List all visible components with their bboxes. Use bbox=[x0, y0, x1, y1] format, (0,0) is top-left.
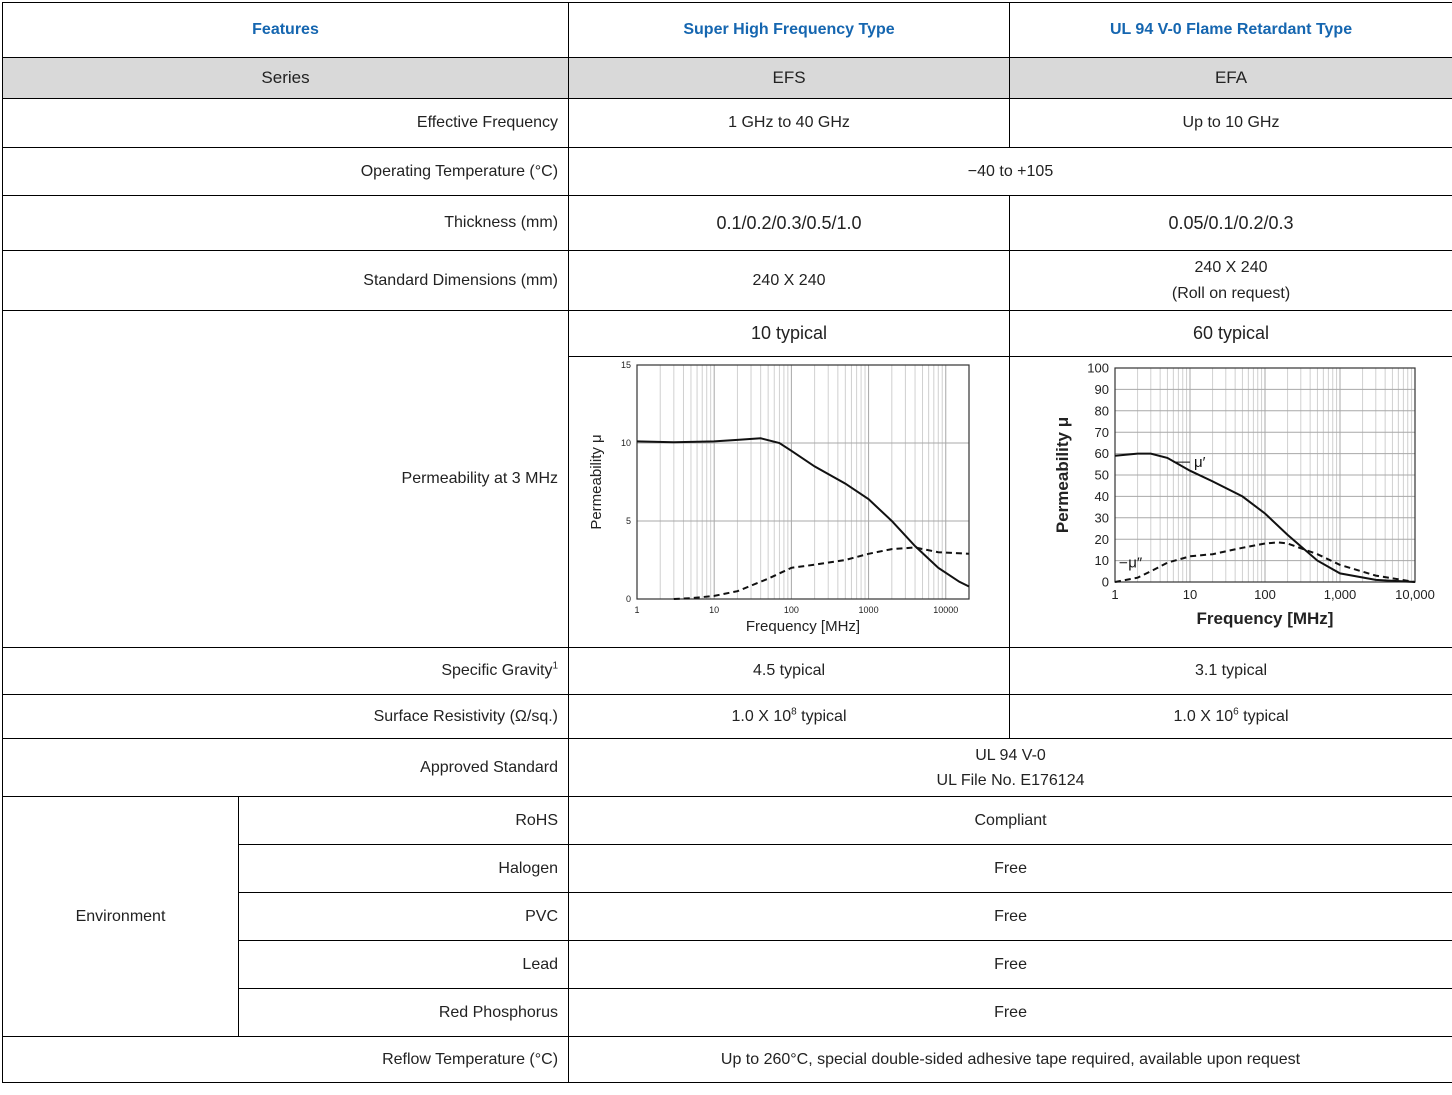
resistivity-efa-exp: 6 bbox=[1233, 706, 1239, 718]
row-frequency-efa: Up to 10 GHz bbox=[1009, 98, 1452, 148]
environment-label: Environment bbox=[2, 796, 239, 1037]
y-tick-label: 60 bbox=[1095, 446, 1109, 461]
header-features: Features bbox=[1, 2, 570, 58]
x-tick-label: 100 bbox=[784, 605, 799, 615]
x-tick-label: 10,000 bbox=[1395, 587, 1435, 602]
x-tick-label: 10 bbox=[709, 605, 719, 615]
y-tick-label: 15 bbox=[621, 360, 631, 370]
x-tick-label: 10 bbox=[1183, 587, 1197, 602]
standard-line2: UL File No. E176124 bbox=[936, 771, 1085, 789]
y-tick-label: 80 bbox=[1095, 403, 1109, 418]
series-efa: EFA bbox=[1009, 57, 1452, 99]
series-label-mu-prime: μ′ bbox=[1194, 454, 1206, 471]
y-tick-label: 5 bbox=[626, 516, 631, 526]
env-item-value: Free bbox=[568, 844, 1452, 893]
row-standard-value: UL 94 V-0 UL File No. E176124 bbox=[568, 738, 1452, 797]
header-efa-type: UL 94 V-0 Flame Retardant Type bbox=[1009, 2, 1452, 58]
env-item-value: Free bbox=[568, 892, 1452, 941]
x-tick-label: 1000 bbox=[859, 605, 879, 615]
resistivity-efa-base: 1.0 X 10 bbox=[1173, 707, 1234, 725]
resistivity-efs-base: 1.0 X 10 bbox=[731, 707, 792, 725]
row-reflow-value: Up to 260°C, special double-sided adhesi… bbox=[568, 1036, 1452, 1083]
header-efs-type: Super High Frequency Type bbox=[568, 2, 1011, 58]
efs-permeability-chart: 1 10 100 1000 10000 0 5 10 15 Frequency [MHz] Perm… bbox=[588, 360, 970, 635]
y-tick-label: 30 bbox=[1095, 510, 1109, 525]
row-dimensions-efa: 240 X 240 (Roll on request) bbox=[1009, 250, 1452, 311]
x-tick-label: 1,000 bbox=[1324, 587, 1357, 602]
env-item-label: RoHS bbox=[237, 796, 570, 845]
row-permeability-efs: 10 typical bbox=[568, 310, 1011, 357]
resistivity-efa-suffix: typical bbox=[1238, 707, 1289, 725]
series-line-0 bbox=[1114, 452, 1416, 583]
row-permeability-label: Permeability at 3 MHz bbox=[1, 310, 570, 648]
efa-chart-cell: 1 10 100 1,000 10,000 0 10 20 30 40 50 60 70 80 90 100 F… bbox=[1009, 356, 1452, 648]
y-axis-label: Permeability μ bbox=[1053, 417, 1072, 533]
resistivity-efs-exp: 8 bbox=[791, 706, 797, 718]
row-dimensions-efs: 240 X 240 bbox=[568, 250, 1011, 311]
x-tick-label: 100 bbox=[1254, 587, 1276, 602]
dimensions-efa-line2: (Roll on request) bbox=[1171, 284, 1291, 302]
x-tick-label: 1 bbox=[635, 605, 640, 615]
y-tick-label: 0 bbox=[1102, 575, 1109, 590]
standard-line1: UL 94 V-0 bbox=[975, 746, 1046, 764]
resistivity-efs-suffix: typical bbox=[796, 707, 847, 725]
y-tick-label: 90 bbox=[1095, 382, 1109, 397]
env-item-value: Free bbox=[568, 988, 1452, 1037]
row-thickness-label: Thickness (mm) bbox=[1, 195, 570, 251]
row-gravity-label: Specific Gravity1 bbox=[1, 647, 570, 695]
gravity-label-text: Specific Gravity bbox=[441, 662, 553, 679]
env-item-value: Compliant bbox=[568, 796, 1452, 845]
y-tick-label: 40 bbox=[1095, 489, 1109, 504]
efs-chart-cell: 1 10 100 1000 10000 0 5 10 15 Frequency [MHz] Perm… bbox=[568, 356, 1011, 648]
series-line-1 bbox=[673, 546, 970, 600]
y-tick-label: 50 bbox=[1095, 468, 1109, 483]
row-resistivity-label: Surface Resistivity (Ω/sq.) bbox=[1, 694, 570, 739]
x-axis-label: Frequency [MHz] bbox=[1197, 609, 1334, 628]
series-efs: EFS bbox=[568, 57, 1011, 99]
y-tick-label: 10 bbox=[1095, 553, 1109, 568]
row-permeability-efa: 60 typical bbox=[1009, 310, 1452, 357]
y-tick-label: 10 bbox=[621, 438, 631, 448]
row-resistivity-efs: 1.0 X 108 typical bbox=[568, 694, 1011, 739]
row-gravity-efs: 4.5 typical bbox=[568, 647, 1011, 695]
series-label-mu-double-prime: μ″ bbox=[1128, 555, 1143, 572]
env-item-value: Free bbox=[568, 940, 1452, 989]
row-gravity-efa: 3.1 typical bbox=[1009, 647, 1452, 695]
row-frequency-label: Effective Frequency bbox=[1, 98, 570, 148]
gravity-footnote: 1 bbox=[552, 660, 559, 672]
row-thickness-efs: 0.1/0.2/0.3/0.5/1.0 bbox=[568, 195, 1011, 251]
row-thickness-efa: 0.05/0.1/0.2/0.3 bbox=[1009, 195, 1452, 251]
x-tick-label: 1 bbox=[1111, 587, 1118, 602]
env-item-label: PVC bbox=[237, 892, 570, 941]
env-item-label: Red Phosphorus bbox=[237, 988, 570, 1037]
y-tick-label: 20 bbox=[1095, 532, 1109, 547]
row-resistivity-efa: 1.0 X 106 typical bbox=[1009, 694, 1452, 739]
row-frequency-efs: 1 GHz to 40 GHz bbox=[568, 98, 1011, 148]
plot-frame bbox=[1114, 367, 1416, 583]
x-tick-label: 10000 bbox=[933, 605, 958, 615]
series-label: Series bbox=[1, 57, 570, 99]
series-line-0 bbox=[636, 437, 970, 588]
env-item-label: Lead bbox=[237, 940, 570, 989]
row-standard-label: Approved Standard bbox=[1, 738, 570, 797]
row-temperature-value: −40 to +105 bbox=[568, 147, 1452, 196]
row-dimensions-label: Standard Dimensions (mm) bbox=[1, 250, 570, 311]
efa-permeability-chart: 1 10 100 1,000 10,000 0 10 20 30 40 50 60 70 80 90 100 F… bbox=[1053, 361, 1435, 628]
row-reflow-label: Reflow Temperature (°C) bbox=[1, 1036, 570, 1083]
x-axis-label: Frequency [MHz] bbox=[746, 618, 860, 635]
dimensions-efa-line1: 240 X 240 bbox=[1194, 258, 1268, 276]
y-tick-label: 70 bbox=[1095, 425, 1109, 440]
y-tick-label: 0 bbox=[626, 594, 631, 604]
row-temperature-label: Operating Temperature (°C) bbox=[1, 147, 570, 196]
env-item-label: Halogen bbox=[237, 844, 570, 893]
series-line-1 bbox=[1114, 541, 1416, 583]
plot-frame bbox=[636, 364, 970, 600]
y-axis-label: Permeability μ bbox=[588, 434, 605, 529]
y-tick-label: 100 bbox=[1087, 361, 1109, 376]
